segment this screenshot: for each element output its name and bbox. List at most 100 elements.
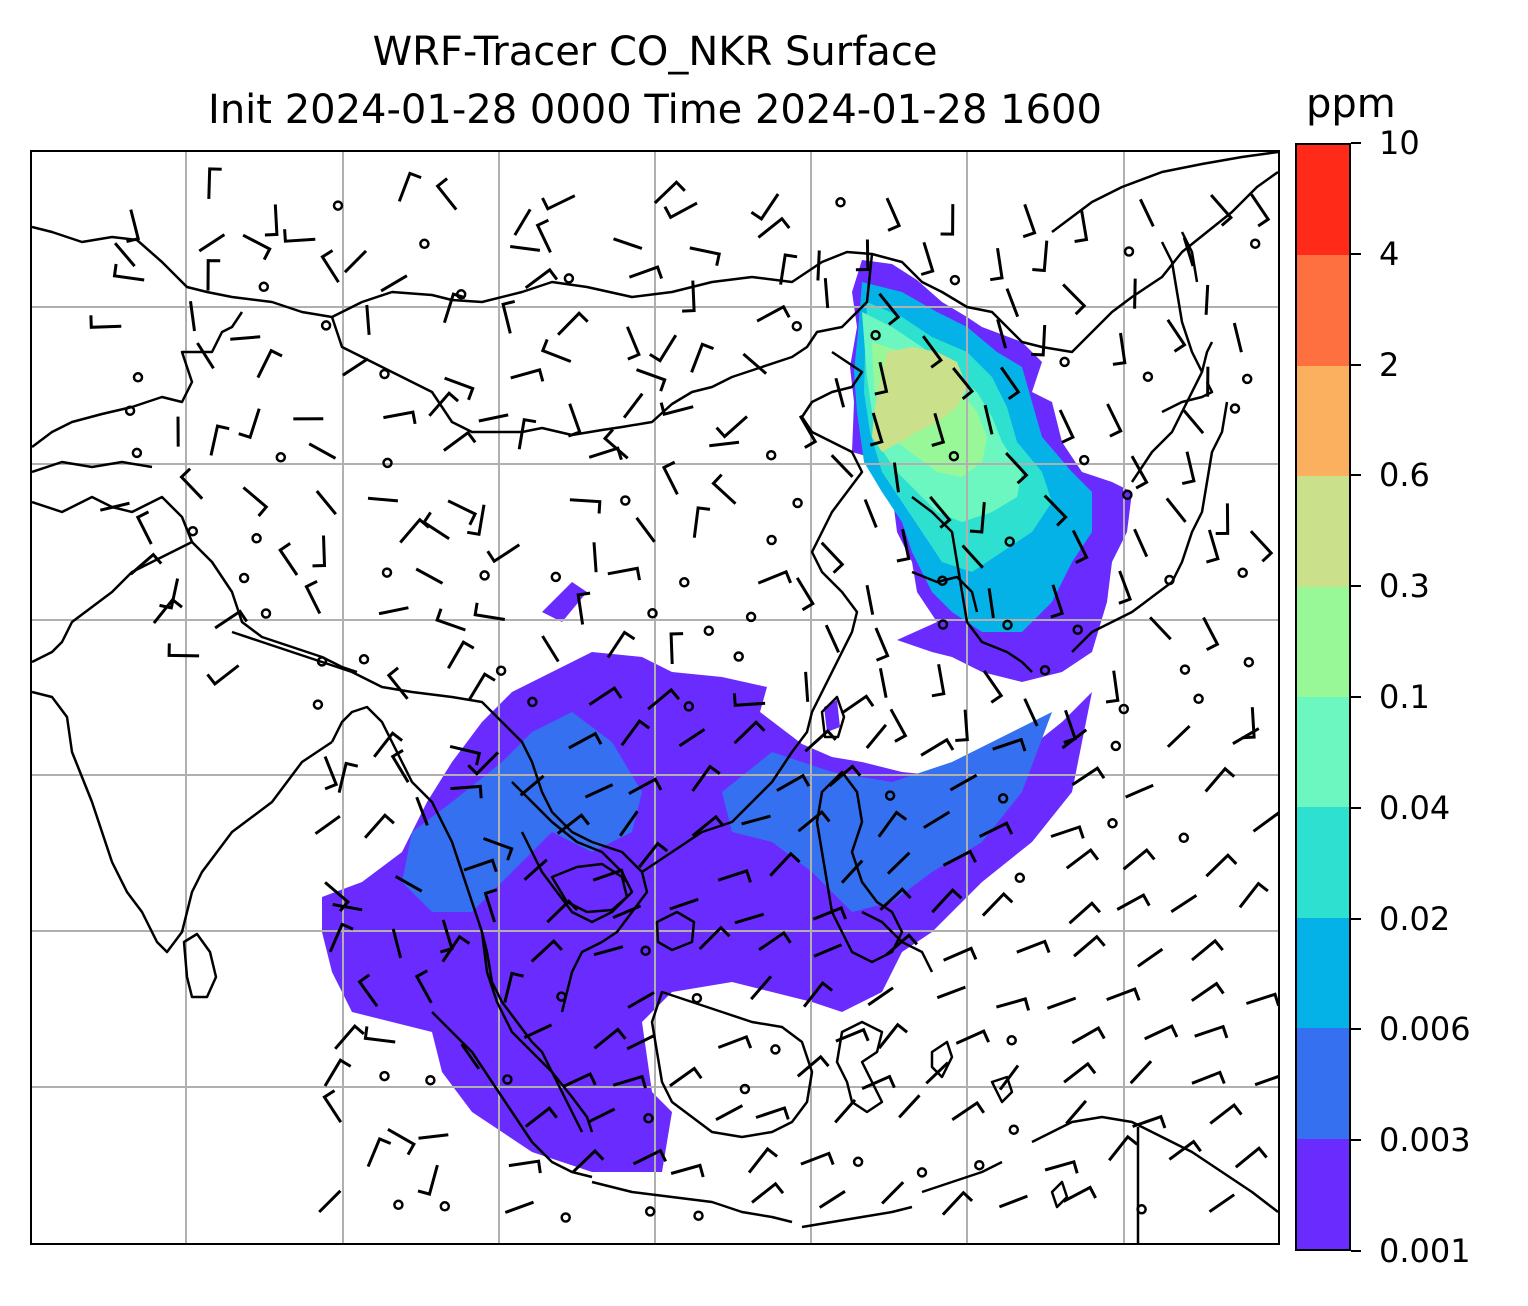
wind-barb bbox=[209, 424, 230, 456]
wind-barb bbox=[812, 906, 847, 921]
coastline bbox=[650, 990, 814, 1139]
wind-barb bbox=[450, 784, 483, 799]
coastline bbox=[801, 1205, 913, 1229]
wind-barb bbox=[283, 229, 316, 243]
wind-barb bbox=[1245, 992, 1278, 1007]
wind-barbs bbox=[89, 167, 1278, 1216]
calm-wind-circle bbox=[1004, 536, 1015, 547]
calm-wind-circle bbox=[439, 1201, 451, 1212]
wind-barb bbox=[898, 1094, 921, 1119]
wind-barb bbox=[242, 486, 269, 517]
wind-barb bbox=[584, 783, 614, 799]
wind-barb bbox=[1106, 987, 1141, 1002]
calm-wind-circle bbox=[425, 1074, 436, 1086]
wind-barb bbox=[383, 410, 417, 425]
wind-barb bbox=[510, 368, 545, 382]
wind-barb bbox=[955, 1029, 990, 1045]
map-panel bbox=[30, 150, 1280, 1245]
wind-barb bbox=[628, 265, 664, 279]
wind-barb bbox=[1209, 194, 1234, 227]
wind-barb bbox=[892, 462, 900, 493]
wind-barb bbox=[840, 694, 875, 715]
wind-barb bbox=[653, 180, 686, 205]
wind-barb bbox=[113, 242, 136, 268]
wind-barb bbox=[397, 171, 422, 202]
wind-barb bbox=[733, 720, 766, 745]
wind-barb bbox=[524, 267, 559, 290]
wind-barb bbox=[447, 499, 478, 526]
wind-barb bbox=[572, 1148, 605, 1173]
calm-wind-circle bbox=[647, 608, 658, 619]
calm-wind-circle bbox=[1039, 665, 1051, 676]
coastline bbox=[911, 496, 1033, 673]
coastline bbox=[32, 460, 153, 474]
wind-barb bbox=[334, 1023, 365, 1050]
wind-barb bbox=[1204, 766, 1236, 793]
coastline bbox=[330, 253, 874, 437]
wind-barb bbox=[320, 249, 340, 284]
calm-wind-circle bbox=[1122, 489, 1133, 501]
wind-barb bbox=[387, 1127, 416, 1156]
wind-barb bbox=[328, 922, 354, 953]
wind-barb bbox=[444, 376, 475, 401]
wind-barb bbox=[1204, 284, 1210, 315]
colorbar-tick-label: 0.04 bbox=[1379, 788, 1451, 827]
wind-barb bbox=[622, 392, 644, 419]
tracer-plume-south-core bbox=[402, 712, 642, 912]
map-plot bbox=[32, 152, 1278, 1243]
coastline bbox=[1050, 1180, 1069, 1209]
wind-barb bbox=[1105, 670, 1120, 704]
calm-wind-circle bbox=[1241, 373, 1253, 385]
wind-barb bbox=[709, 440, 740, 448]
wind-barb bbox=[1139, 198, 1155, 228]
wind-barb bbox=[1062, 283, 1087, 316]
wind-barb bbox=[796, 1054, 830, 1078]
wind-barb bbox=[779, 253, 798, 285]
calm-wind-circle bbox=[1249, 238, 1261, 249]
wind-barb bbox=[576, 591, 591, 625]
calm-wind-circle bbox=[1107, 818, 1118, 829]
wind-barb bbox=[443, 430, 477, 452]
wind-barb bbox=[323, 756, 339, 791]
wind-barb bbox=[238, 408, 261, 440]
wind-barb bbox=[1112, 332, 1127, 366]
wind-barb bbox=[152, 597, 183, 625]
wind-barb bbox=[840, 859, 864, 884]
wind-barb bbox=[567, 403, 582, 438]
wind-barb bbox=[756, 304, 791, 323]
colorbar-tick-label: 0.6 bbox=[1379, 456, 1430, 495]
colorbar-tick-mark bbox=[1351, 1139, 1361, 1142]
calm-wind-circle bbox=[1059, 356, 1070, 368]
wind-barb bbox=[322, 1089, 343, 1124]
calm-wind-circle bbox=[1123, 246, 1135, 257]
wind-barb bbox=[978, 821, 1014, 838]
wind-barb bbox=[638, 841, 669, 869]
wind-barb bbox=[996, 318, 1008, 349]
wind-barb bbox=[441, 934, 471, 963]
wind-barb bbox=[936, 985, 966, 1000]
calm-wind-circle bbox=[187, 525, 199, 537]
calm-wind-circle bbox=[1229, 403, 1241, 414]
wind-barb bbox=[1215, 503, 1230, 535]
calm-wind-circle bbox=[1243, 656, 1255, 668]
wind-barb bbox=[467, 751, 500, 776]
colorbar-swatch bbox=[1297, 1138, 1349, 1249]
wind-barb bbox=[593, 945, 624, 957]
colorbar-tick-label: 0.1 bbox=[1379, 678, 1430, 716]
coastline bbox=[480, 931, 594, 1133]
wind-barb bbox=[983, 404, 994, 435]
wind-barb bbox=[1004, 451, 1029, 485]
wind-barb bbox=[1234, 1146, 1268, 1169]
wind-barb bbox=[1125, 783, 1154, 799]
wind-barb bbox=[503, 971, 524, 1003]
wind-barb bbox=[1022, 203, 1037, 239]
wind-barb bbox=[332, 903, 363, 912]
wind-barb bbox=[613, 237, 643, 250]
wind-barb bbox=[800, 1151, 835, 1166]
calm-wind-circle bbox=[1142, 371, 1154, 382]
wind-barb bbox=[998, 1064, 1020, 1091]
calm-wind-circle bbox=[949, 274, 961, 286]
wind-barb bbox=[1073, 934, 1106, 958]
coastline bbox=[32, 311, 244, 448]
wind-barb bbox=[921, 335, 943, 369]
